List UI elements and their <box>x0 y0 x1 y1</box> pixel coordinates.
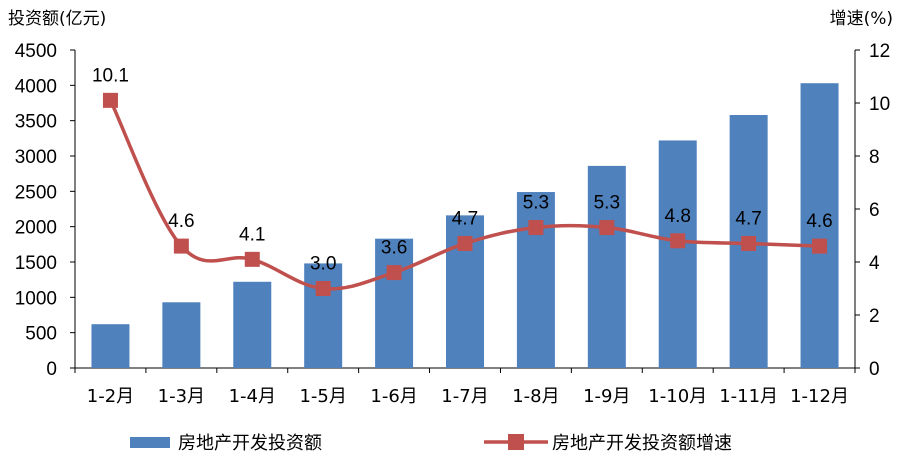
x-category-label: 1-3月 <box>158 386 205 407</box>
right-tick-label: 0 <box>869 359 880 380</box>
bar <box>587 165 626 368</box>
left-tick-label: 1500 <box>15 253 57 274</box>
left-tick-label: 2000 <box>15 218 57 239</box>
data-label: 4.1 <box>239 224 265 245</box>
line-point-marker <box>741 235 757 251</box>
x-category-label: 1-12月 <box>790 386 849 407</box>
right-tick-label: 10 <box>869 94 890 115</box>
left-tick-label: 4500 <box>15 41 57 62</box>
line-point-marker <box>102 92 118 108</box>
left-tick-label: 3500 <box>15 112 57 133</box>
data-label: 4.8 <box>665 206 691 227</box>
growth-line <box>108 99 820 291</box>
x-category-label: 1-2月 <box>87 386 134 407</box>
x-axis-labels: 1-2月 1-3月 1-4月 1-5月 1-6月 1-7月 1-8月 1-9月 1-10月 1-1… <box>87 386 849 407</box>
x-category-label: 1-7月 <box>441 386 488 407</box>
bar-series <box>91 83 839 369</box>
right-axis: 0 2 4 6 8 10 12 <box>854 41 890 380</box>
bar <box>516 192 555 368</box>
left-tick-label: 2500 <box>15 182 57 203</box>
bar <box>658 140 697 368</box>
line-point-marker <box>528 220 544 236</box>
line-point-marker <box>599 220 615 236</box>
left-tick-label: 3000 <box>15 147 57 168</box>
legend-line-marker <box>508 434 524 450</box>
line-point-marker <box>670 233 686 249</box>
line-series: 10.1 4.6 4.1 3.0 3.6 4.7 5.3 5.3 4.8 4.7 4.6 <box>92 65 833 296</box>
right-tick-label: 12 <box>869 41 890 62</box>
bar <box>91 324 130 368</box>
data-label: 4.7 <box>452 208 478 229</box>
legend-bar-swatch <box>130 437 170 448</box>
left-tick-label: 0 <box>46 359 57 380</box>
bar <box>304 263 343 368</box>
bar <box>233 281 272 368</box>
data-label: 5.3 <box>523 193 549 214</box>
right-axis-title: 增速(%) <box>830 9 893 29</box>
right-tick-label: 8 <box>869 147 880 168</box>
x-category-label: 1-11月 <box>719 386 778 407</box>
data-label: 3.6 <box>381 238 407 259</box>
bar <box>162 302 201 368</box>
bar <box>375 238 414 368</box>
x-category-label: 1-5月 <box>299 386 346 407</box>
x-category-label: 1-9月 <box>583 386 630 407</box>
legend-bar-label: 房地产开发投资额 <box>178 433 322 454</box>
left-tick-label: 1000 <box>15 288 57 309</box>
x-category-label: 1-6月 <box>370 386 417 407</box>
legend-line-label: 房地产开发投资额增速 <box>552 433 732 454</box>
x-category-label: 1-4月 <box>229 386 276 407</box>
data-label: 3.0 <box>310 254 336 275</box>
right-tick-label: 2 <box>869 306 880 327</box>
left-axis-title: 投资额(亿元) <box>8 9 106 29</box>
data-label: 10.1 <box>92 65 129 86</box>
line-point-marker <box>812 238 828 254</box>
line-point-marker <box>457 235 473 251</box>
right-tick-label: 4 <box>869 253 880 274</box>
left-tick-label: 500 <box>25 324 57 345</box>
left-axis: 0 500 1000 1500 2000 2500 3000 3500 4000 4500 <box>15 41 856 380</box>
bar <box>800 83 839 369</box>
data-label: 4.6 <box>806 211 832 232</box>
line-point-marker <box>315 281 331 296</box>
legend: 房地产开发投资额 房地产开发投资额增速 <box>130 433 732 454</box>
x-category-label: 1-8月 <box>512 386 559 407</box>
line-point-marker <box>244 251 260 267</box>
data-label: 4.7 <box>735 208 761 229</box>
line-point-marker <box>386 265 402 281</box>
x-category-label: 1-10月 <box>648 386 707 407</box>
left-tick-label: 4000 <box>15 76 57 97</box>
line-point-marker <box>173 238 189 254</box>
data-label: 4.6 <box>168 211 194 232</box>
data-label: 5.3 <box>594 193 620 214</box>
right-tick-label: 6 <box>869 200 880 221</box>
